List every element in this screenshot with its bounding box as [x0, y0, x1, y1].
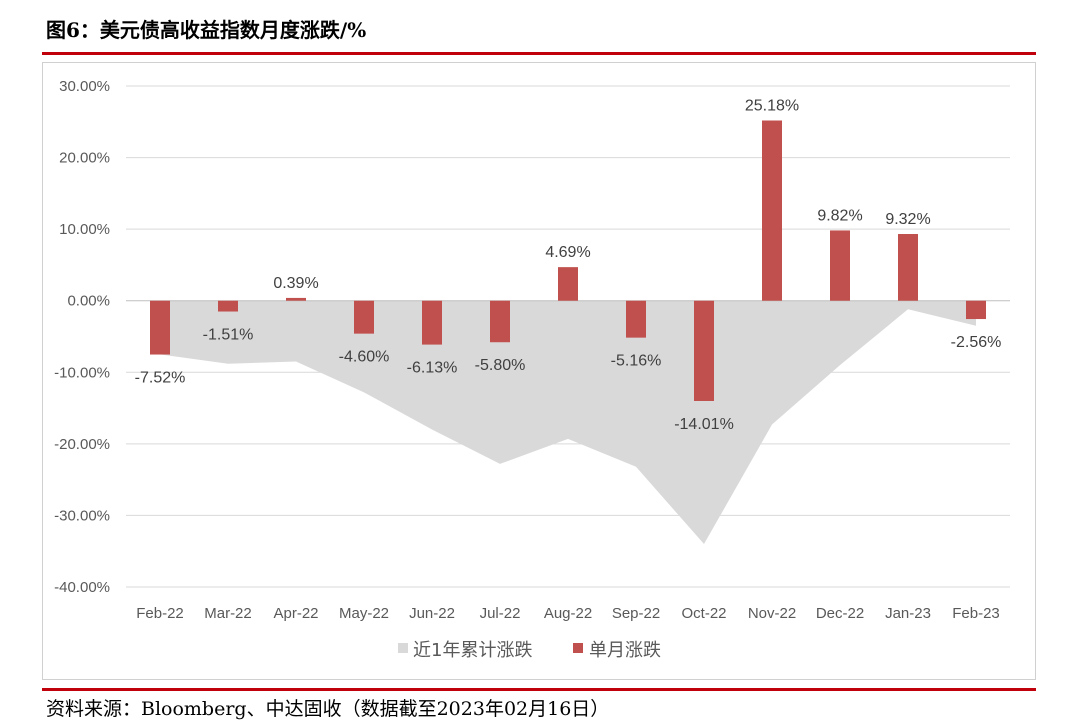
data-label: -5.16% — [611, 353, 662, 370]
legend-label-bar: 单月涨跌 — [589, 640, 661, 661]
y-tick-label: -20.00% — [54, 436, 110, 453]
x-tick-label: Jun-22 — [409, 605, 455, 622]
data-label: -1.51% — [203, 327, 254, 344]
x-tick-label: Dec-22 — [816, 605, 864, 622]
y-tick-label: 20.00% — [59, 150, 110, 167]
figure-title: 图6：美元债高收益指数月度涨跌/% — [46, 18, 367, 42]
x-tick-label: Feb-22 — [136, 605, 184, 622]
x-tick-label: Aug-22 — [544, 605, 592, 622]
data-label: -5.80% — [475, 357, 526, 374]
y-tick-label: -10.00% — [54, 364, 110, 381]
bar — [150, 300, 170, 355]
series-area-cumulative — [160, 300, 976, 545]
data-label: 9.82% — [817, 207, 862, 224]
legend-label-area: 近1年累计涨跌 — [413, 640, 532, 661]
bar — [218, 300, 238, 312]
data-label: -2.56% — [951, 334, 1002, 351]
bar — [762, 120, 782, 301]
bar — [694, 300, 714, 401]
legend-swatch-area — [398, 643, 408, 653]
x-tick-label: Jul-22 — [480, 605, 521, 622]
x-tick-label: Jan-23 — [885, 605, 931, 622]
chart-frame — [42, 62, 1036, 680]
x-tick-label: May-22 — [339, 605, 389, 622]
y-tick-label: 10.00% — [59, 221, 110, 238]
x-tick-label: Sep-22 — [612, 605, 660, 622]
y-tick-label: -40.00% — [54, 579, 110, 596]
x-tick-label: Feb-23 — [952, 605, 1000, 622]
footer-rule — [42, 688, 1036, 691]
y-tick-label: 0.00% — [67, 293, 110, 310]
title-rule — [42, 52, 1036, 55]
data-label: -14.01% — [674, 416, 734, 433]
y-tick-label: -30.00% — [54, 507, 110, 524]
bar — [558, 267, 578, 301]
data-label: -7.52% — [135, 370, 186, 387]
bar — [286, 297, 306, 301]
data-label: 0.39% — [273, 275, 318, 292]
data-label: 9.32% — [885, 211, 930, 228]
bar — [490, 300, 510, 343]
bar — [898, 234, 918, 301]
bar — [830, 230, 850, 301]
bar — [966, 300, 986, 320]
x-tick-label: Oct-22 — [681, 605, 726, 622]
x-tick-label: Mar-22 — [204, 605, 252, 622]
x-tick-label: Apr-22 — [273, 605, 318, 622]
data-label: -6.13% — [407, 360, 458, 377]
bar — [354, 300, 374, 334]
y-tick-label: 30.00% — [59, 78, 110, 95]
data-label: -4.60% — [339, 349, 390, 366]
bar — [422, 300, 442, 345]
data-label: 4.69% — [545, 244, 590, 261]
legend-swatch-bar — [573, 643, 583, 653]
data-label: 25.18% — [745, 97, 799, 114]
x-tick-label: Nov-22 — [748, 605, 796, 622]
bar — [626, 300, 646, 338]
source-note: 资料来源：Bloomberg、中达固收（数据截至2023年02月16日） — [46, 698, 610, 720]
